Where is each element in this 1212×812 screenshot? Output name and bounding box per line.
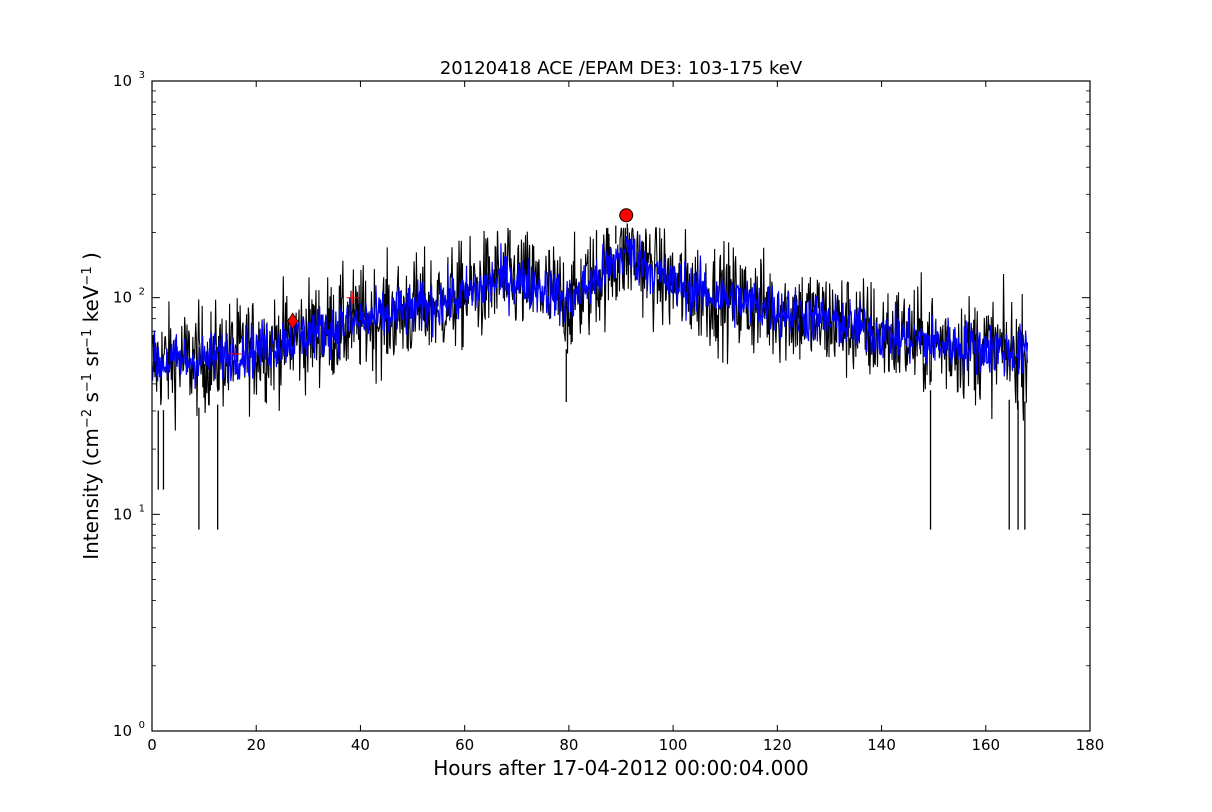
x-tick-label: 120: [763, 736, 792, 754]
x-tick-label: 40: [351, 736, 370, 754]
y-tick-exponent: 0: [139, 720, 145, 731]
x-tick-label: 180: [1076, 736, 1105, 754]
smoothed-intensity-line: [151, 234, 1029, 389]
x-tick-label: 20: [247, 736, 266, 754]
chart-title: 20120418 ACE /EPAM DE3: 103-175 keV: [440, 58, 803, 79]
x-tick-label: 140: [867, 736, 896, 754]
diamond-marker: [287, 312, 299, 330]
y-tick-label: 10: [113, 289, 132, 307]
x-tick-label: 0: [147, 736, 157, 754]
x-tick-label: 100: [659, 736, 688, 754]
plus-marker: [229, 347, 242, 360]
y-tick-exponent: 1: [139, 503, 145, 514]
plus-marker: [346, 291, 359, 304]
x-tick-label: 80: [559, 736, 578, 754]
plot-area: [151, 208, 1029, 530]
x-tick-label: 60: [455, 736, 474, 754]
y-tick-exponent: 3: [139, 70, 145, 81]
y-tick-label: 10: [113, 722, 132, 740]
y-tick-label: 10: [113, 505, 132, 523]
circle-marker: [619, 208, 634, 223]
y-tick-exponent: 2: [139, 287, 145, 298]
y-axis-title: Intensity (cm−2 s−1 sr−1 keV−1 ): [79, 252, 103, 560]
plot-frame: [151, 80, 1091, 732]
x-axis-title: Hours after 17-04-2012 00:00:04.000: [433, 756, 809, 780]
y-tick-label: 10: [113, 72, 132, 90]
x-tick-label: 160: [971, 736, 1000, 754]
